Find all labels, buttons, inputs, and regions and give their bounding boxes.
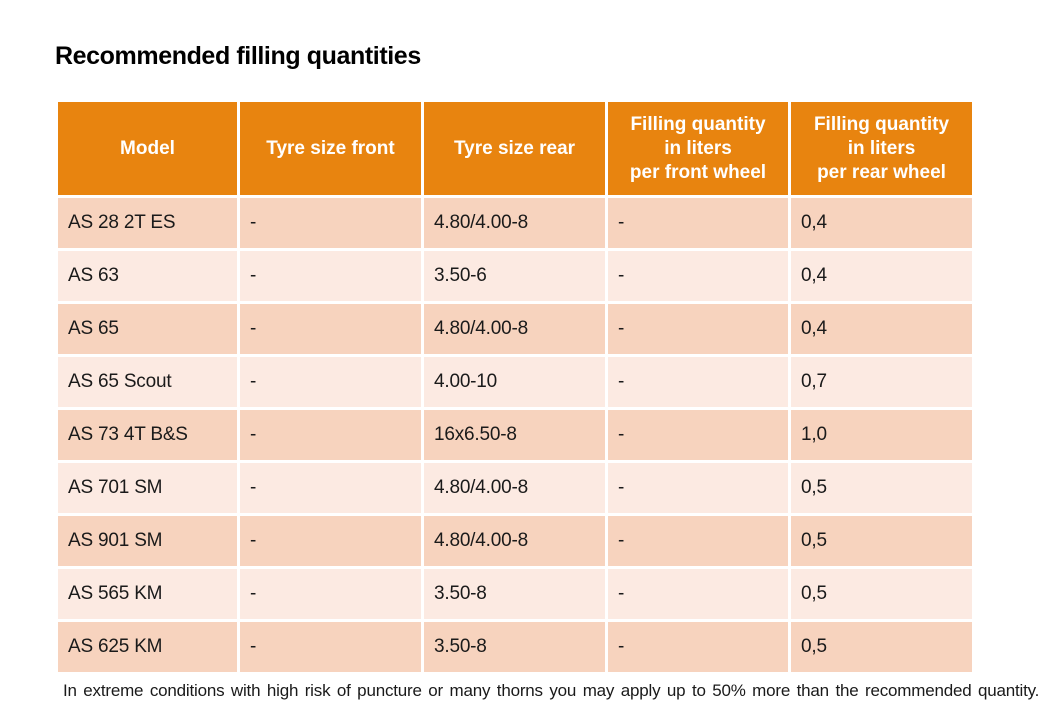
footnote: In extreme conditions with high risk of … [63,681,1040,700]
page-title: Recommended filling quantities [55,42,421,70]
column-header-filling-front: Filling quantity in liters per front whe… [605,99,791,198]
tyre-front-cell: - [237,460,424,516]
tyre-front-cell: - [237,619,424,675]
filling-front-cell: - [605,460,791,516]
model-cell: AS 625 KM [55,619,240,675]
tyre-front-cell: - [237,407,424,463]
tyre-rear-cell: 4.80/4.00-8 [421,460,608,516]
tyre-front-cell: - [237,301,424,357]
tyre-front-cell: - [237,195,424,251]
filling-rear-cell: 0,5 [788,566,975,622]
tyre-rear-cell: 3.50-8 [421,619,608,675]
tyre-front-cell: - [237,566,424,622]
model-cell: AS 65 Scout [55,354,240,410]
filling-rear-cell: 0,4 [788,195,975,251]
filling-front-cell: - [605,301,791,357]
column-header-filling-rear: Filling quantity in liters per rear whee… [788,99,975,198]
table-row: AS 63 - 3.50-6 - 0,4 [55,248,975,304]
column-header-model: Model [55,99,240,198]
tyre-rear-cell: 16x6.50-8 [421,407,608,463]
model-cell: AS 701 SM [55,460,240,516]
header-line: per rear wheel [817,161,946,183]
model-cell: AS 65 [55,301,240,357]
filling-rear-cell: 0,7 [788,354,975,410]
table-row: AS 65 - 4.80/4.00-8 - 0,4 [55,301,975,357]
filling-rear-cell: 0,5 [788,460,975,516]
table-row: AS 65 Scout - 4.00-10 - 0,7 [55,354,975,410]
model-cell: AS 565 KM [55,566,240,622]
header-line: Model [120,137,175,159]
model-cell: AS 73 4T B&S [55,407,240,463]
header-line: in liters [847,137,916,159]
column-header-tyre-rear: Tyre size rear [421,99,608,198]
header-line: per front wheel [629,161,767,183]
tyre-rear-cell: 4.80/4.00-8 [421,301,608,357]
filling-rear-cell: 1,0 [788,407,975,463]
tyre-front-cell: - [237,248,424,304]
table-row: AS 28 2T ES - 4.80/4.00-8 - 0,4 [55,195,975,251]
filling-rear-cell: 0,4 [788,248,975,304]
filling-rear-cell: 0,5 [788,619,975,675]
model-cell: AS 28 2T ES [55,195,240,251]
filling-quantities-table: Model Tyre size front Tyre size rear Fil… [55,99,975,675]
tyre-rear-cell: 3.50-8 [421,566,608,622]
tyre-front-cell: - [237,354,424,410]
filling-rear-cell: 0,4 [788,301,975,357]
header-row: Model Tyre size front Tyre size rear Fil… [55,99,975,198]
tyre-rear-cell: 4.80/4.00-8 [421,195,608,251]
table-row: AS 901 SM - 4.80/4.00-8 - 0,5 [55,513,975,569]
table-row: AS 565 KM - 3.50-8 - 0,5 [55,566,975,622]
filling-front-cell: - [605,513,791,569]
table-row: AS 73 4T B&S - 16x6.50-8 - 1,0 [55,407,975,463]
model-cell: AS 63 [55,248,240,304]
filling-front-cell: - [605,566,791,622]
model-cell: AS 901 SM [55,513,240,569]
tyre-rear-cell: 4.00-10 [421,354,608,410]
tyre-front-cell: - [237,513,424,569]
filling-rear-cell: 0,5 [788,513,975,569]
header-line: Tyre size rear [453,137,576,159]
tyre-rear-cell: 4.80/4.00-8 [421,513,608,569]
header-line: in liters [664,137,732,159]
header-line: Tyre size front [266,137,395,159]
column-header-tyre-front: Tyre size front [237,99,424,198]
tyre-rear-cell: 3.50-6 [421,248,608,304]
filling-front-cell: - [605,407,791,463]
table-row: AS 625 KM - 3.50-8 - 0,5 [55,619,975,675]
table-row: AS 701 SM - 4.80/4.00-8 - 0,5 [55,460,975,516]
filling-front-cell: - [605,195,791,251]
filling-front-cell: - [605,354,791,410]
header-line: Filling quantity [630,113,766,135]
filling-front-cell: - [605,619,791,675]
header-line: Filling quantity [813,113,950,135]
filling-front-cell: - [605,248,791,304]
